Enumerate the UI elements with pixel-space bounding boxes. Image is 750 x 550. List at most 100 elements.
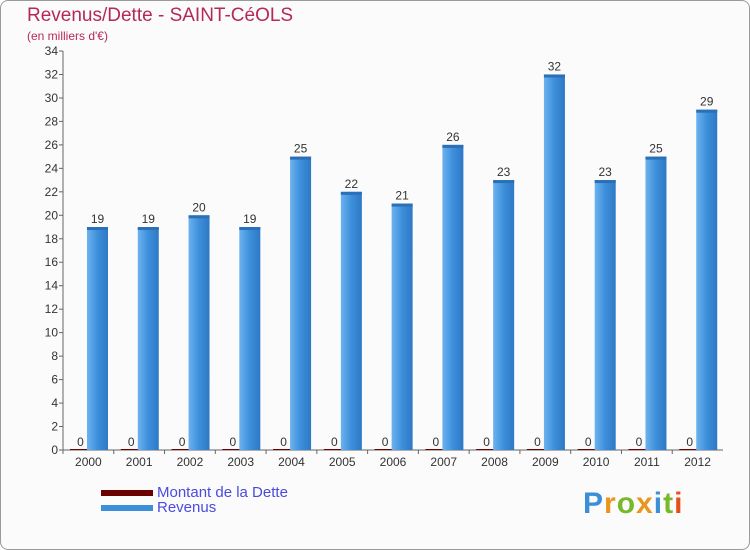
- y-tick-label: 2: [51, 420, 58, 434]
- debt-value-label: 0: [382, 435, 389, 449]
- y-tick-label: 30: [45, 91, 59, 105]
- chart-subtitle: (en milliers d'€): [27, 29, 108, 43]
- revenue-value-label: 23: [497, 165, 511, 179]
- y-tick-label: 4: [51, 396, 58, 410]
- y-tick-label: 0: [51, 443, 58, 457]
- logo-letter: i: [674, 487, 684, 520]
- revenue-bar-top: [87, 227, 108, 231]
- debt-bar: [679, 449, 701, 450]
- logo-letter: o: [616, 487, 637, 520]
- debt-bar: [425, 449, 447, 450]
- revenue-value-label: 23: [599, 165, 613, 179]
- debt-value-label: 0: [128, 435, 135, 449]
- debt-bar: [70, 449, 91, 450]
- revenue-bar-top: [340, 191, 362, 195]
- x-tick-label: 2007: [430, 455, 457, 469]
- revenue-bar-top: [645, 156, 667, 160]
- x-tick-label: 2003: [227, 455, 254, 469]
- legend-swatch-dette: [101, 489, 153, 496]
- y-tick-label: 34: [45, 44, 59, 58]
- debt-bar: [323, 449, 345, 450]
- debt-bar: [526, 449, 548, 450]
- y-tick-label: 20: [45, 208, 59, 222]
- y-tick-label: 14: [45, 279, 59, 293]
- x-tick-label: 2005: [329, 455, 356, 469]
- y-tick-label: 24: [45, 161, 59, 175]
- x-tick-label: 2004: [278, 455, 305, 469]
- legend-item-revenus: Revenus: [101, 499, 288, 516]
- legend-item-dette: Montant de la Dette: [101, 484, 288, 501]
- x-tick-label: 2012: [684, 455, 711, 469]
- y-tick-label: 28: [45, 114, 59, 128]
- revenue-value-label: 26: [446, 130, 460, 144]
- revenue-bar: [239, 227, 261, 450]
- debt-value-label: 0: [686, 435, 693, 449]
- logo-letter: P: [583, 487, 605, 520]
- revenue-bar-top: [239, 227, 261, 231]
- revenue-value-label: 25: [294, 142, 308, 156]
- legend-label-dette: Montant de la Dette: [157, 484, 288, 501]
- debt-value-label: 0: [534, 435, 541, 449]
- revenue-bar-top: [696, 109, 718, 113]
- debt-value-label: 0: [77, 435, 84, 449]
- debt-bar: [273, 449, 295, 450]
- x-tick-label: 2009: [532, 455, 559, 469]
- x-tick-label: 2011: [634, 455, 660, 469]
- revenue-bar-top: [493, 180, 515, 184]
- revenue-bar: [696, 109, 718, 451]
- revenue-value-label: 25: [649, 142, 663, 156]
- revenue-bar: [645, 156, 667, 450]
- debt-value-label: 0: [483, 435, 490, 449]
- x-tick-label: 2008: [481, 455, 508, 469]
- x-tick-label: 2002: [177, 455, 204, 469]
- revenue-value-label: 19: [142, 212, 156, 226]
- debt-bar: [628, 449, 650, 450]
- revenue-value-label: 20: [192, 200, 206, 214]
- debt-value-label: 0: [636, 435, 643, 449]
- x-tick-label: 2000: [75, 455, 102, 469]
- chart-title: Revenus/Dette - SAINT-CéOLS: [27, 5, 294, 26]
- revenue-bar: [340, 191, 362, 450]
- debt-bar: [476, 449, 498, 450]
- y-tick-label: 26: [45, 138, 59, 152]
- legend-swatch-revenus: [101, 504, 153, 511]
- y-tick-label: 22: [45, 185, 59, 199]
- legend: Montant de la Dette Revenus: [101, 484, 288, 516]
- revenue-bar: [442, 144, 464, 450]
- revenue-value-label: 21: [395, 189, 409, 203]
- y-tick-label: 18: [45, 232, 59, 246]
- revenue-bar-top: [188, 215, 210, 219]
- legend-label-revenus: Revenus: [157, 499, 217, 516]
- revenue-bar: [543, 74, 565, 451]
- logo-letter: x: [636, 487, 654, 520]
- debt-bar: [577, 449, 599, 450]
- revenue-bar: [290, 156, 312, 450]
- revenue-bar: [391, 203, 413, 450]
- revenue-value-label: 19: [91, 212, 105, 226]
- y-tick-label: 12: [45, 302, 59, 316]
- y-tick-label: 8: [51, 349, 58, 363]
- debt-value-label: 0: [433, 435, 440, 449]
- x-tick-label: 2010: [583, 455, 610, 469]
- revenue-value-label: 19: [243, 212, 257, 226]
- debt-bar: [120, 449, 142, 450]
- debt-value-label: 0: [229, 435, 236, 449]
- y-tick-label: 16: [45, 255, 59, 269]
- debt-bar: [374, 449, 396, 450]
- debt-value-label: 0: [331, 435, 338, 449]
- x-tick-label: 2006: [380, 455, 407, 469]
- revenue-bar-top: [137, 227, 159, 231]
- revenue-bar-top: [442, 144, 464, 148]
- revenue-bar-top: [543, 74, 565, 78]
- logo-letter: r: [604, 487, 617, 520]
- x-tick-label: 2001: [126, 455, 153, 469]
- revenue-bar: [137, 227, 159, 450]
- revenue-bar: [493, 180, 515, 450]
- debt-bar: [171, 449, 193, 450]
- revenue-value-label: 22: [345, 177, 359, 191]
- revenue-bar-top: [290, 156, 312, 160]
- revenue-bar-top: [391, 203, 413, 207]
- logo-letter: t: [663, 487, 675, 520]
